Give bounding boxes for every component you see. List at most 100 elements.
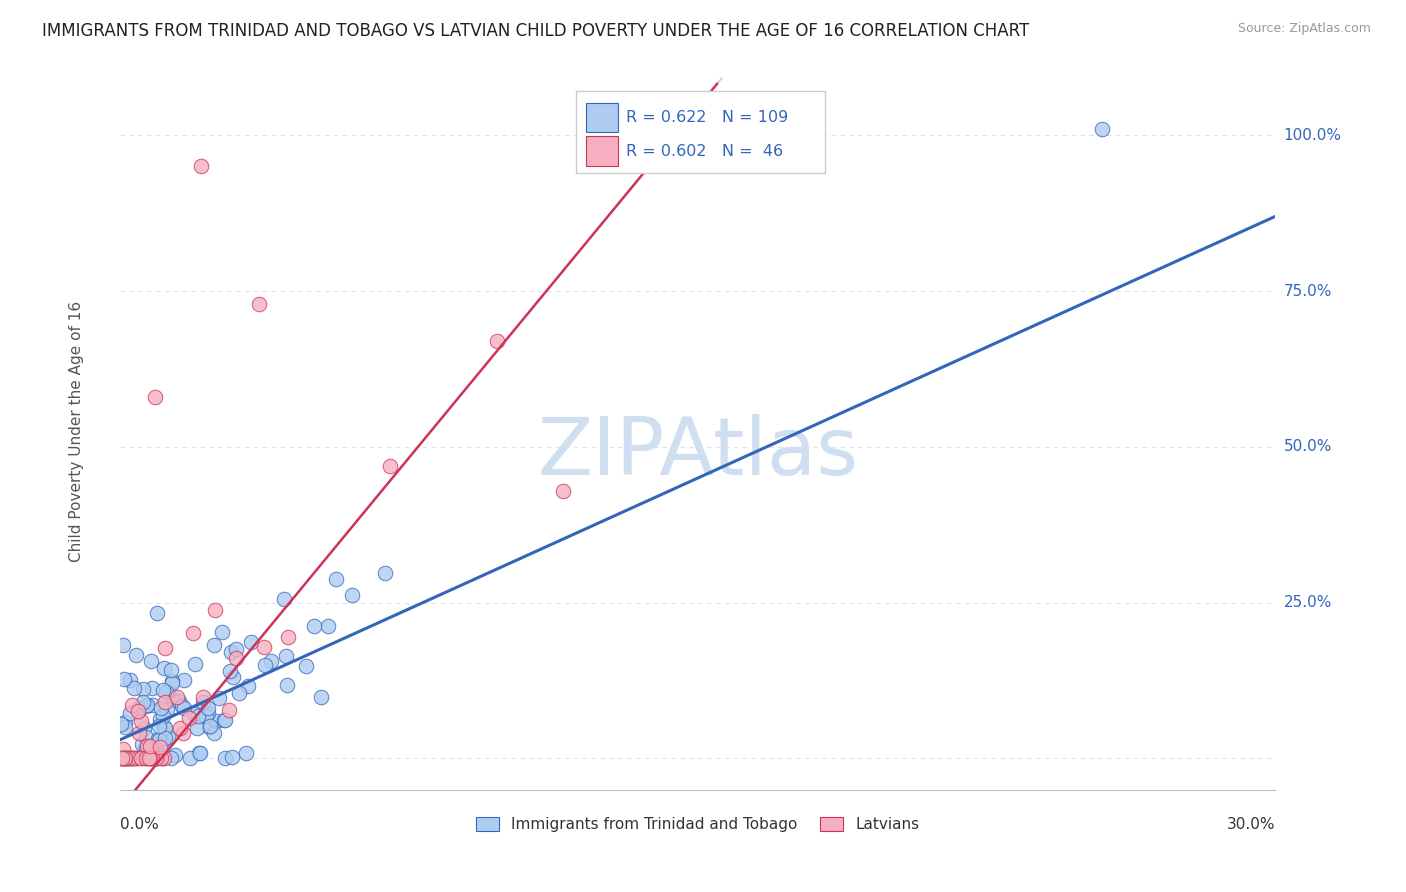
Point bbox=[183, 657, 205, 671]
Point bbox=[153, 731, 176, 746]
Text: R = 0.622   N = 109: R = 0.622 N = 109 bbox=[626, 110, 789, 125]
Point bbox=[167, 694, 190, 708]
Point bbox=[190, 160, 212, 174]
Point bbox=[152, 682, 174, 697]
Point bbox=[111, 751, 134, 765]
Point bbox=[149, 740, 172, 755]
Point bbox=[141, 681, 163, 695]
Point bbox=[150, 751, 173, 765]
Point bbox=[112, 751, 135, 765]
Point bbox=[219, 645, 242, 659]
Point bbox=[228, 686, 250, 700]
Point bbox=[218, 703, 240, 717]
Point bbox=[118, 751, 141, 765]
Point bbox=[114, 715, 136, 730]
Point bbox=[325, 573, 347, 587]
Point bbox=[181, 626, 204, 640]
Point bbox=[131, 737, 153, 751]
Point bbox=[120, 751, 142, 765]
Point bbox=[200, 719, 222, 733]
Point bbox=[235, 746, 257, 760]
Text: Source: ZipAtlas.com: Source: ZipAtlas.com bbox=[1237, 22, 1371, 36]
Point bbox=[146, 751, 169, 765]
Point bbox=[122, 751, 145, 765]
Point bbox=[188, 747, 211, 761]
Point bbox=[160, 751, 183, 765]
Point bbox=[221, 749, 243, 764]
Point bbox=[149, 712, 172, 726]
Point bbox=[148, 733, 170, 747]
Point bbox=[276, 678, 298, 692]
Point bbox=[212, 713, 235, 727]
Point bbox=[139, 751, 162, 765]
Point bbox=[294, 659, 316, 673]
Point bbox=[135, 741, 157, 756]
Point bbox=[132, 721, 155, 735]
Point bbox=[114, 751, 136, 765]
Point bbox=[173, 700, 195, 714]
Text: Child Poverty Under the Age of 16: Child Poverty Under the Age of 16 bbox=[69, 301, 84, 562]
Point bbox=[111, 638, 134, 652]
Point bbox=[127, 704, 149, 718]
Point bbox=[110, 751, 132, 765]
Point bbox=[486, 334, 509, 348]
Point bbox=[177, 710, 200, 724]
Point bbox=[111, 741, 134, 756]
Text: ZIPAtlas: ZIPAtlas bbox=[537, 414, 858, 491]
Point bbox=[153, 696, 176, 710]
Point bbox=[378, 458, 401, 473]
Point bbox=[225, 641, 247, 656]
Text: R = 0.602   N =  46: R = 0.602 N = 46 bbox=[626, 144, 783, 159]
Point bbox=[172, 699, 194, 714]
Point bbox=[150, 735, 173, 749]
Text: 75.0%: 75.0% bbox=[1284, 284, 1331, 299]
Point bbox=[128, 725, 150, 739]
Point bbox=[247, 296, 270, 310]
Point bbox=[122, 751, 145, 765]
Point bbox=[188, 746, 211, 760]
Point bbox=[302, 619, 325, 633]
Point bbox=[239, 635, 262, 649]
Point bbox=[276, 648, 298, 663]
Point bbox=[202, 638, 225, 652]
Point bbox=[148, 731, 170, 746]
Point bbox=[152, 709, 174, 723]
Point bbox=[202, 725, 225, 739]
Point bbox=[129, 751, 152, 765]
FancyBboxPatch shape bbox=[576, 91, 825, 173]
Text: 30.0%: 30.0% bbox=[1227, 817, 1275, 832]
Point bbox=[131, 695, 153, 709]
Point bbox=[138, 751, 160, 765]
Point bbox=[150, 751, 173, 765]
Point bbox=[115, 751, 138, 765]
Point bbox=[128, 701, 150, 715]
Point bbox=[152, 751, 174, 765]
Point bbox=[219, 664, 242, 678]
Point bbox=[145, 751, 167, 765]
Point bbox=[139, 654, 162, 668]
Point bbox=[146, 606, 169, 620]
Point bbox=[114, 751, 136, 765]
Point bbox=[125, 751, 148, 765]
Point bbox=[186, 721, 208, 735]
Point bbox=[143, 390, 166, 404]
Point bbox=[225, 651, 247, 665]
Point bbox=[172, 726, 194, 740]
Point bbox=[136, 698, 159, 712]
Point bbox=[253, 657, 276, 672]
Text: IMMIGRANTS FROM TRINIDAD AND TOBAGO VS LATVIAN CHILD POVERTY UNDER THE AGE OF 16: IMMIGRANTS FROM TRINIDAD AND TOBAGO VS L… bbox=[42, 22, 1029, 40]
Point bbox=[157, 730, 180, 744]
Point bbox=[197, 700, 219, 714]
Point bbox=[273, 592, 295, 607]
Point bbox=[277, 630, 299, 644]
Point bbox=[260, 654, 283, 668]
Point bbox=[141, 751, 163, 765]
Point bbox=[551, 483, 574, 498]
Point bbox=[121, 698, 143, 712]
Point bbox=[214, 751, 236, 765]
Point bbox=[191, 695, 214, 709]
Point bbox=[342, 588, 364, 602]
Point bbox=[165, 747, 187, 762]
Point bbox=[146, 751, 169, 765]
Point bbox=[118, 706, 141, 720]
